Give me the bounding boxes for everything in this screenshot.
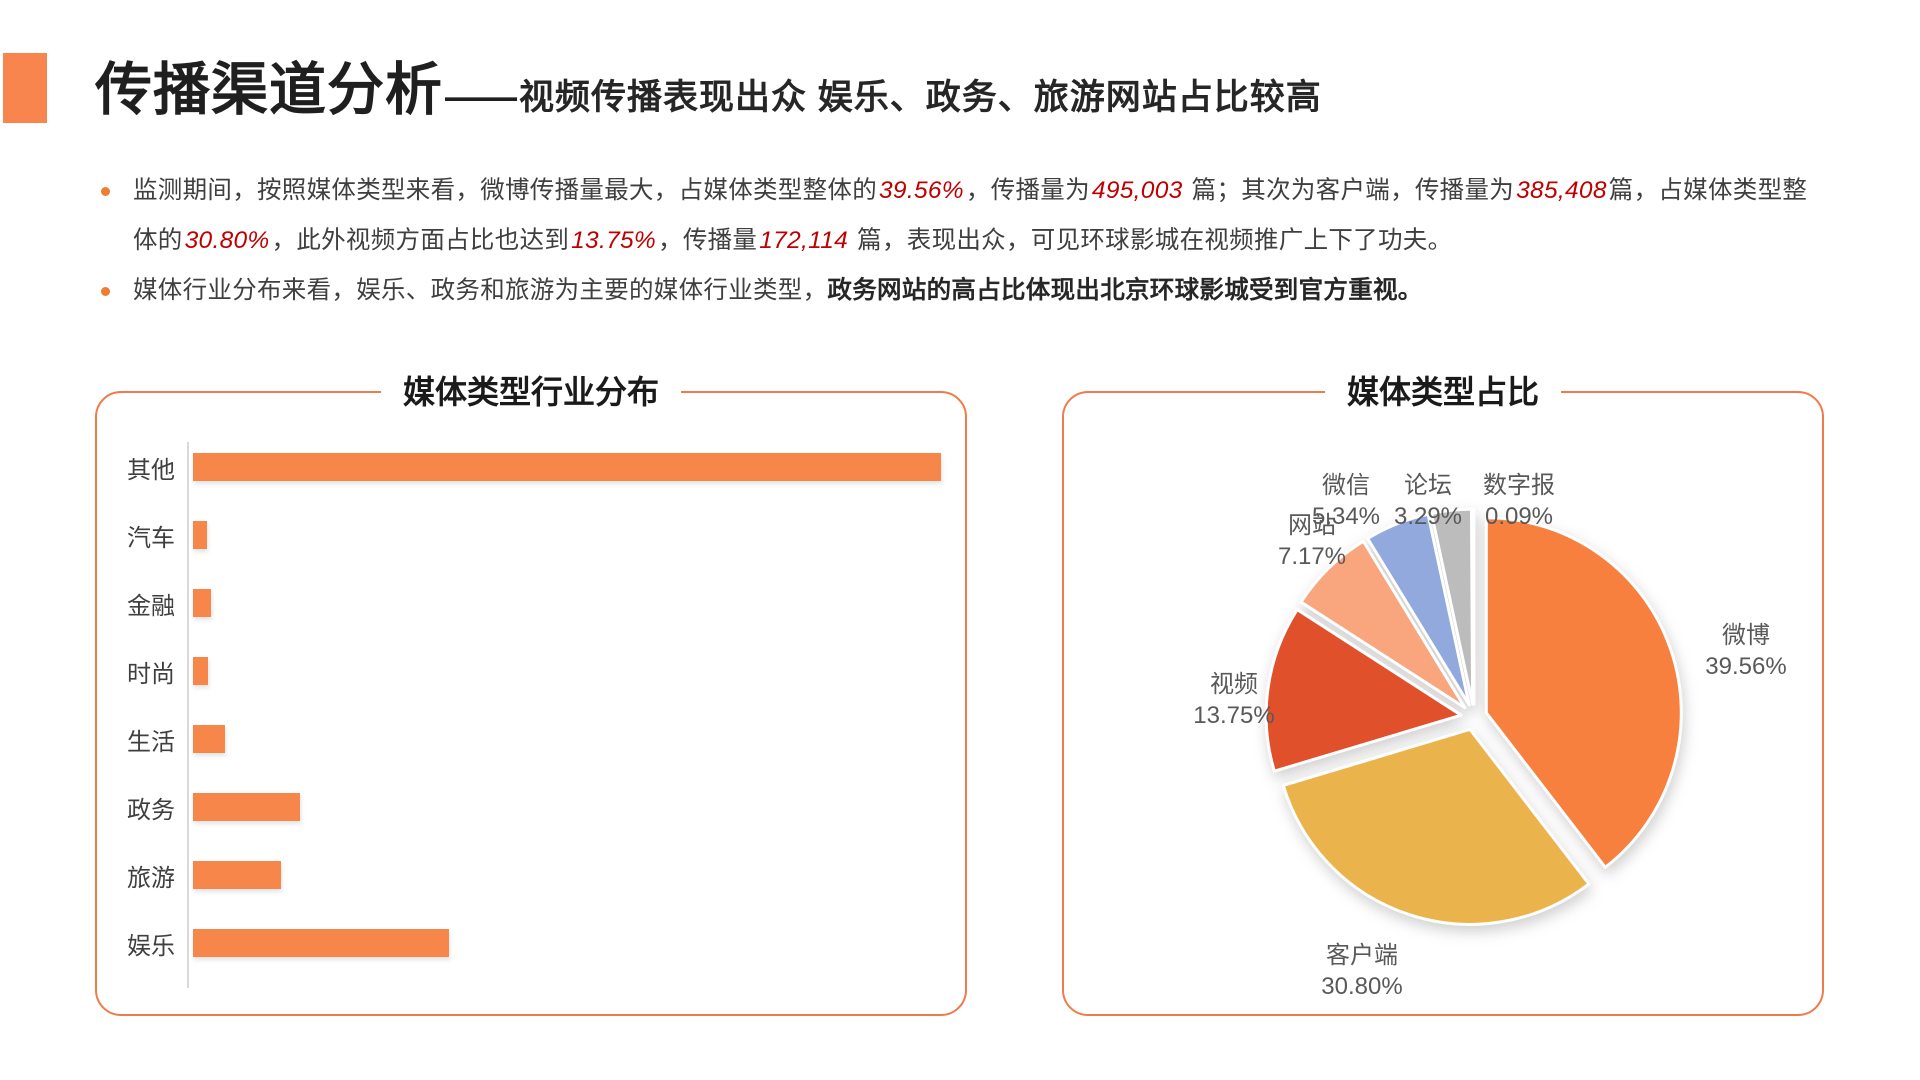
bar [193,725,226,753]
bar-category-label: 时尚 [127,660,175,688]
bullet1-value-count-video: 172,114 [759,227,849,254]
bullet1-value-count-weibo: 495,003 [1091,177,1183,204]
bar-category-label: 政务 [127,796,175,824]
bullet-text-2: 媒体行业分布来看，娱乐、政务和旅游为主要的媒体行业类型，政务网站的高占比体现出北… [133,266,1423,316]
bar-track [193,861,941,889]
pie-slice-数字报 [1471,507,1476,706]
bar-row: 娱乐 [97,909,941,977]
bullet-text-1: 监测期间，按照媒体类型来看，微博传播量最大，占媒体类型整体的39.56%，传播量… [133,166,1830,266]
bar-row: 汽车 [97,501,941,569]
bullet1-seg: 篇，占媒体类型整体的 [133,177,1808,254]
bullet1-value-count-app: 385,408 [1516,177,1607,204]
pie-chart-title: 媒体类型占比 [1324,367,1562,417]
pie-label-微博: 微博 39.56% [1705,620,1786,682]
bullet-item-2: 媒体行业分布来看，娱乐、政务和旅游为主要的媒体行业类型，政务网站的高占比体现出北… [95,266,1830,316]
pie-slice-微信 [1366,512,1471,707]
pie-label-微信: 微信 5.34% [1312,470,1380,532]
bullet2-seg: 媒体行业分布来看，娱乐、政务和旅游为主要的媒体行业类型， [133,277,828,304]
bar [193,861,282,889]
bar [193,453,941,481]
pie-label-name: 数字报 [1483,472,1555,499]
bar-track [193,453,941,481]
bar [193,793,300,821]
bar-track [193,589,941,617]
bar-category-label: 旅游 [127,864,175,892]
bar [193,521,208,549]
bar-chart-panel: 媒体类型行业分布 其他汽车金融时尚生活政务旅游娱乐 [95,367,967,1016]
bar-category-label: 金融 [127,592,175,620]
bar-row: 金融 [97,569,941,637]
bar-chart-plot-area: 其他汽车金融时尚生活政务旅游娱乐 [97,433,941,977]
bar-category-label: 娱乐 [127,932,175,960]
pie-chart [1264,507,1683,926]
bar [193,657,208,685]
bar-category-label: 其他 [127,456,175,484]
bullet1-seg: ，传播量 [658,227,758,254]
pie-label-value: 5.34% [1311,503,1381,530]
bullet1-value-pct-video: 13.75% [571,227,657,254]
bullet2-emphasis: 政务网站的高占比体现出北京环球影城受到官方重视。 [827,277,1423,304]
bullet1-value-pct-app: 30.80% [184,227,270,254]
bullet1-seg: 篇，表现出众，可见环球影城在视频推广上下了功夫。 [850,227,1453,254]
pie-label-value: 0.09% [1484,503,1554,530]
page-title: 传播渠道分析 —— 视频传播表现出众 娱乐、政务、旅游网站占比较高 [95,44,1322,126]
bar-category-label: 汽车 [127,524,175,552]
pie-label-视频: 视频 13.75% [1193,669,1274,731]
pie-label-客户端: 客户端 30.80% [1321,940,1402,1002]
bullet-dot-icon [95,266,133,316]
pie-slice-视频 [1264,608,1463,773]
bar-category-label: 生活 [127,728,175,756]
pie-label-name: 视频 [1210,671,1258,698]
pie-label-value: 7.17% [1277,543,1347,570]
bar-chart-title: 媒体类型行业分布 [380,367,682,417]
bar-track [193,793,941,821]
bar-row: 生活 [97,705,941,773]
bar-row: 时尚 [97,637,941,705]
bar-row: 旅游 [97,841,941,909]
bar [193,929,449,957]
pie-label-name: 微博 [1722,622,1770,649]
pie-label-value: 39.56% [1705,653,1787,680]
pie-label-网站: 网站 7.17% [1278,510,1346,572]
bullet1-value-pct-weibo: 39.56% [879,177,964,204]
pie-slice-微博 [1484,516,1683,869]
bar-track [193,725,941,753]
bar-track [193,521,941,549]
pie-label-value: 30.80% [1321,973,1403,1000]
bullet-item-1: 监测期间，按照媒体类型来看，微博传播量最大，占媒体类型整体的39.56%，传播量… [95,166,1830,266]
bullet1-seg: ，此外视频方面占比也达到 [271,227,570,254]
pie-label-数字报: 数字报 0.09% [1483,470,1555,532]
bar-row: 政务 [97,773,941,841]
bullet1-seg: 篇；其次为客户端，传播量为 [1184,177,1515,204]
pie-chart-panel: 媒体类型占比 微博 39.56% 客户端 30.80% 视频 13.75% 网站 7.17% 微… [1062,367,1824,1016]
bar-chart-axis-line [187,442,189,988]
page-title-main: 传播渠道分析 [95,58,443,122]
bar-track [193,929,941,957]
bullet-dot-icon [95,166,133,216]
page-title-subtitle: 视频传播表现出众 娱乐、政务、旅游网站占比较高 [519,78,1322,117]
pie-label-value: 3.29% [1393,503,1463,530]
accent-square [3,53,47,123]
bullet1-seg: 监测期间，按照媒体类型来看，微博传播量最大，占媒体类型整体的 [133,177,877,204]
pie-label-name: 网站 [1288,512,1336,539]
bullet1-seg: ，传播量为 [965,177,1090,204]
pie-label-论坛: 论坛 3.29% [1394,470,1462,532]
page-title-dash: —— [445,76,517,117]
pie-label-name: 微信 [1322,472,1370,499]
pie-label-value: 13.75% [1193,702,1275,729]
pie-label-name: 论坛 [1404,472,1452,499]
bar-row: 其他 [97,433,941,501]
bullet-list: 监测期间，按照媒体类型来看，微博传播量最大，占媒体类型整体的39.56%，传播量… [95,166,1830,316]
pie-slice-网站 [1299,539,1467,710]
bar-track [193,657,941,685]
pie-slice-客户端 [1281,727,1591,926]
bar [193,589,211,617]
pie-label-name: 客户端 [1326,942,1398,969]
